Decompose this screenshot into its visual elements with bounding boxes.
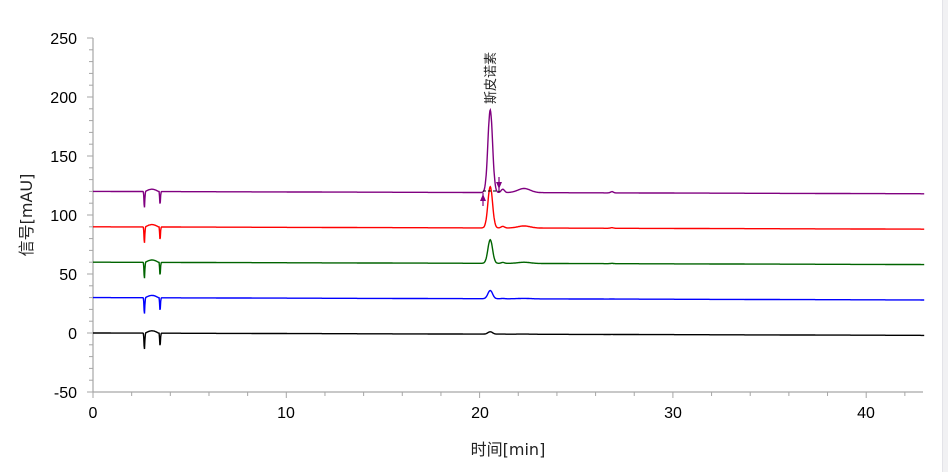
trace-5-line xyxy=(93,107,925,208)
y-axis-tick-labels: 250 200 150 100 50 0 -50 xyxy=(50,31,77,402)
y-tick-label: 100 xyxy=(50,208,77,225)
y-axis-ticks xyxy=(87,37,93,393)
trace-4-line xyxy=(93,185,925,243)
trace-3-line xyxy=(93,238,925,279)
y-axis: 250 200 150 100 50 0 -50 信号[mAU] xyxy=(17,31,94,402)
y-tick-label: 50 xyxy=(59,267,77,284)
y-axis-title: 信号[mAU] xyxy=(17,174,36,257)
x-tick-label: 20 xyxy=(471,405,489,422)
x-axis: 0 10 20 30 40 时间[min] xyxy=(89,391,923,459)
y-tick-label: 250 xyxy=(50,31,77,48)
y-tick-label: 0 xyxy=(68,326,77,343)
x-tick-label: 30 xyxy=(664,405,682,422)
x-axis-ticks xyxy=(92,392,906,398)
x-axis-tick-labels: 0 10 20 30 40 xyxy=(89,405,875,422)
scrollbar-edge xyxy=(942,0,948,472)
trace-2-line xyxy=(93,289,925,314)
x-tick-label: 0 xyxy=(89,405,98,422)
y-tick-label: 200 xyxy=(50,90,77,107)
chromatogram-traces xyxy=(93,107,925,350)
x-tick-label: 40 xyxy=(857,405,875,422)
peak-start-marker-icon xyxy=(480,193,486,206)
trace-1-line xyxy=(93,330,925,350)
y-tick-label: -50 xyxy=(54,385,77,402)
x-axis-title: 时间[min] xyxy=(471,440,546,459)
x-tick-label: 10 xyxy=(277,405,295,422)
y-tick-label: 150 xyxy=(50,149,77,166)
peak-end-marker-icon xyxy=(496,177,502,190)
integration-markers xyxy=(480,177,502,206)
peak-label: 斯皮诺素 xyxy=(484,52,499,104)
